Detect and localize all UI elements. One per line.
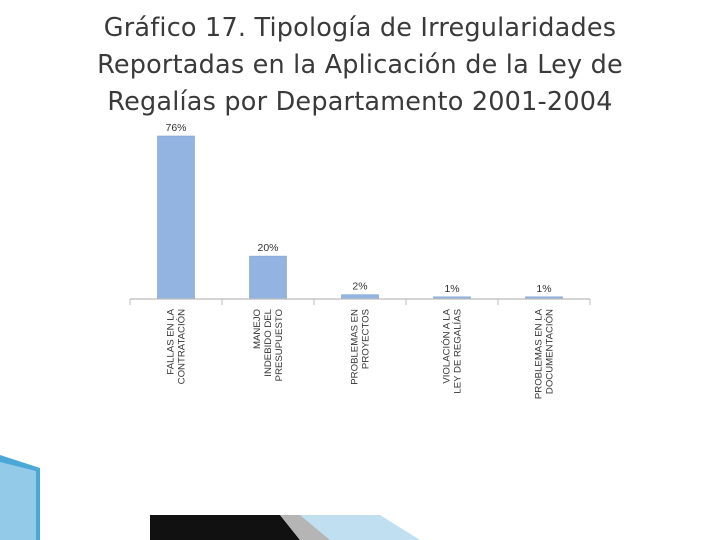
category-label-4-line-2: LEY DE REGALÍAS — [453, 309, 464, 394]
data-label-5: 1% — [536, 283, 551, 295]
data-label-1: 76% — [165, 122, 186, 134]
category-label-2-line-2: INDEBIDO DEL — [263, 308, 274, 376]
category-label-1: FALLAS EN LA CONTRATACIÓN — [166, 308, 188, 384]
data-label-2: 20% — [257, 242, 278, 254]
category-label-5: PROBLEMAS EN LA DOCUMENTACIÓN — [534, 308, 556, 399]
category-label-4-line-1: VIOLACIÓN A LA — [442, 308, 453, 383]
category-label-3: PROBLEMAS EN PROYECTOS — [350, 309, 372, 385]
bar-2 — [249, 255, 287, 300]
category-label-2-line-1: MANEJO — [252, 309, 263, 349]
source-note: Fuente: Dirección de Regalías DNP. — [112, 485, 274, 497]
category-label-1-line-1: FALLAS EN LA — [166, 308, 177, 374]
bar-3 — [341, 294, 379, 300]
category-label-4: VIOLACIÓN A LA LEY DE REGALÍAS — [442, 308, 464, 393]
category-label-3-line-1: PROBLEMAS EN — [350, 309, 361, 385]
chart-title-line-2: Reportadas en la Aplicación de la Ley de — [97, 50, 623, 80]
category-label-2: MANEJO INDEBIDO DEL PRESUPUESTO — [252, 308, 285, 381]
category-label-5-line-1: PROBLEMAS EN LA — [534, 308, 545, 399]
category-label-2-line-3: PRESUPUESTO — [274, 309, 285, 381]
chart-title-line-1: Gráfico 17. Tipología de Irregularidades — [103, 13, 617, 43]
chart-title: Gráfico 17. Tipología de Irregularidades… — [60, 10, 660, 121]
category-label-1-line-2: CONTRATACIÓN — [177, 309, 188, 384]
data-label-3: 2% — [352, 281, 367, 293]
bar-1 — [157, 135, 195, 300]
category-label-3-line-2: PROYECTOS — [361, 309, 372, 369]
data-label-4: 1% — [444, 283, 459, 295]
category-label-5-line-2: DOCUMENTACIÓN — [545, 309, 556, 394]
chart-title-line-3: Regalías por Departamento 2001-2004 — [107, 87, 613, 117]
